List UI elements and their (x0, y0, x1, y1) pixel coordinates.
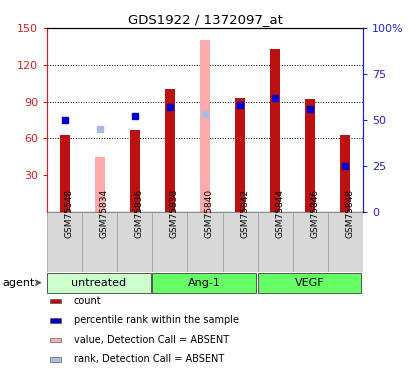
Bar (130, 130, 139, 212)
Bar (50, 318, 61, 322)
Bar (117, 212, 152, 272)
Bar (292, 212, 327, 272)
Text: GSM75844: GSM75844 (274, 189, 283, 238)
Bar (50, 338, 61, 342)
Bar (235, 98, 245, 212)
Text: GSM75834: GSM75834 (99, 189, 108, 238)
Bar (82, 212, 117, 272)
Bar (270, 49, 279, 212)
Text: untreated: untreated (71, 278, 126, 288)
Text: GSM75848: GSM75848 (344, 189, 353, 238)
Bar (305, 99, 315, 212)
Bar (339, 135, 349, 212)
Bar (47, 212, 82, 272)
Text: GSM75842: GSM75842 (240, 189, 249, 238)
Text: Ang-1: Ang-1 (187, 278, 220, 288)
Text: VEGF: VEGF (294, 278, 324, 288)
Text: GSM75846: GSM75846 (310, 189, 319, 238)
Bar (152, 273, 255, 293)
Bar (257, 273, 360, 293)
Text: GDS1922 / 1372097_at: GDS1922 / 1372097_at (127, 13, 282, 26)
Text: GSM75838: GSM75838 (169, 189, 178, 238)
Text: rank, Detection Call = ABSENT: rank, Detection Call = ABSENT (74, 354, 224, 364)
Text: GSM75548: GSM75548 (65, 189, 74, 238)
Bar (94, 157, 104, 212)
Bar (152, 212, 187, 272)
Bar (327, 212, 362, 272)
Bar (60, 135, 70, 212)
Bar (187, 212, 222, 272)
Text: GSM75836: GSM75836 (135, 189, 144, 238)
Bar (50, 357, 61, 362)
Bar (257, 212, 292, 272)
Bar (200, 40, 209, 212)
Text: agent: agent (2, 278, 35, 288)
Bar (164, 89, 174, 212)
Bar (50, 298, 61, 303)
Bar (47, 273, 150, 293)
Bar (222, 212, 257, 272)
Text: count: count (74, 296, 101, 306)
Text: value, Detection Call = ABSENT: value, Detection Call = ABSENT (74, 335, 229, 345)
Text: percentile rank within the sample: percentile rank within the sample (74, 315, 238, 326)
Text: GSM75840: GSM75840 (204, 189, 213, 238)
